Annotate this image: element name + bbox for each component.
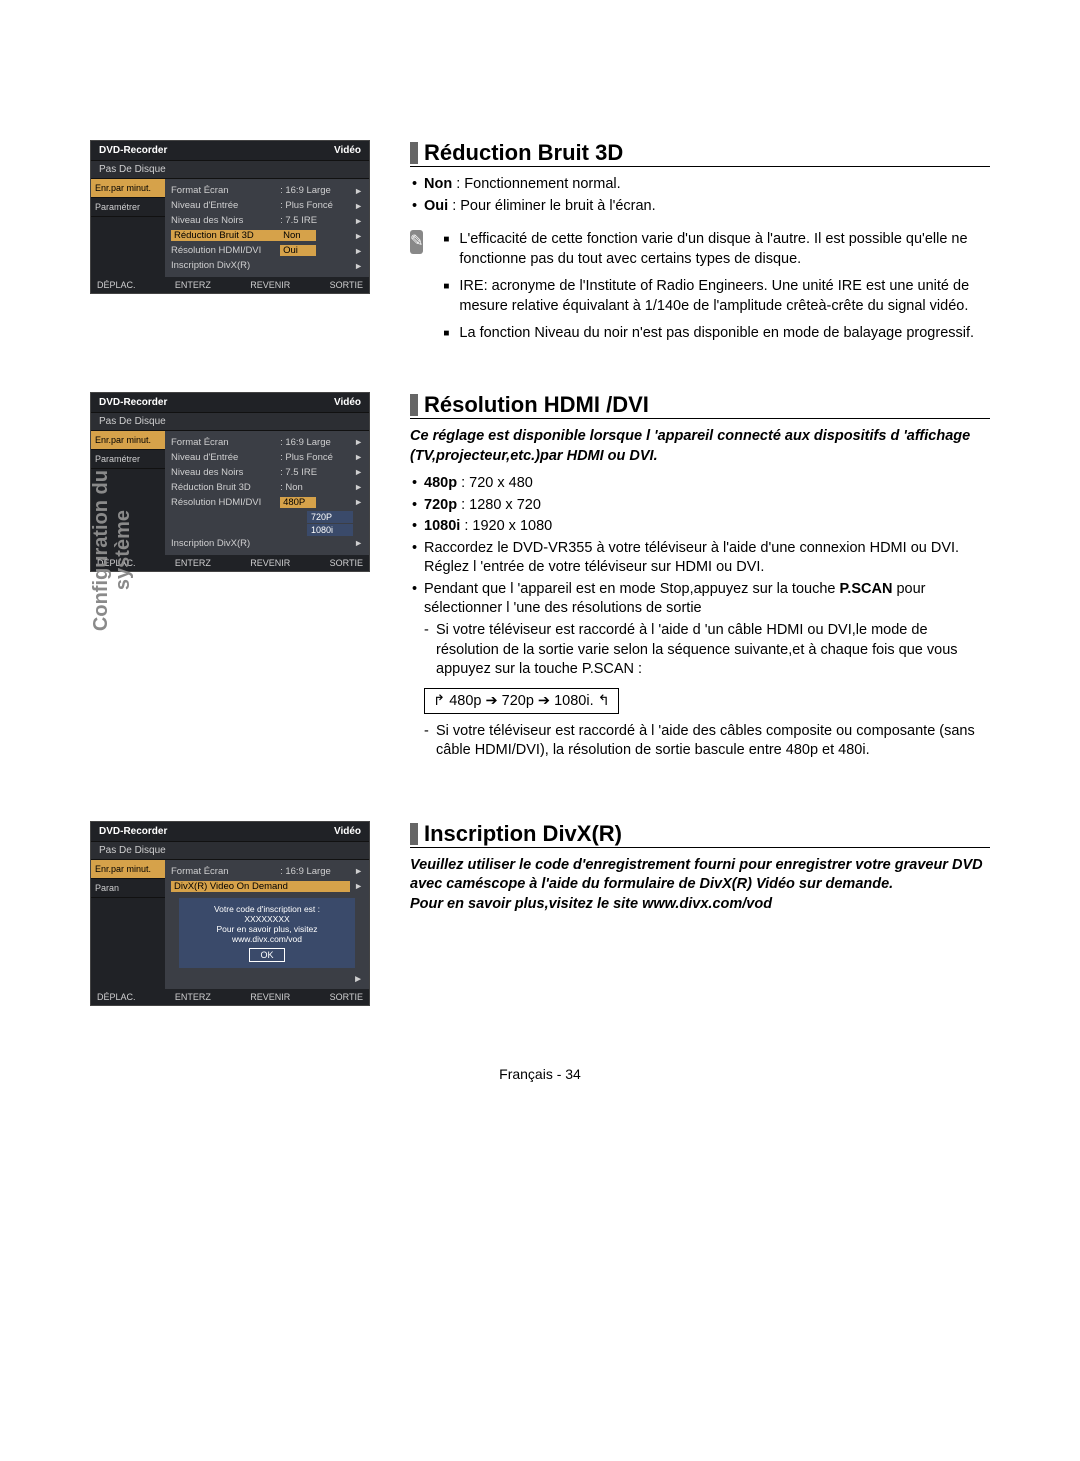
osd-subtitle: Pas De Disque <box>91 841 369 860</box>
osd-side-item: Paramétrer <box>91 198 165 217</box>
page-footer: Français - 34 <box>90 1066 990 1082</box>
section-heading: Inscription DivX(R) <box>410 821 990 848</box>
osd-title: DVD-Recorder <box>99 826 167 837</box>
bullet-item: Non : Fonctionnement normal. <box>424 175 990 195</box>
osd-category: Vidéo <box>334 397 361 408</box>
page: Configuration dusystème DVD-Recorder Vidé… <box>0 0 1080 1142</box>
section-heading: Réduction Bruit 3D <box>410 140 990 167</box>
osd-foot-item: DÉPLAC. <box>97 280 136 290</box>
osd-subtitle: Pas De Disque <box>91 412 369 431</box>
osd-subtitle: Pas De Disque <box>91 160 369 179</box>
osd-main: Format Écran: 16:9 Large►Niveau d'Entrée… <box>165 179 369 277</box>
section-reduction-bruit: DVD-Recorder Vidéo Pas De Disque Enr.par … <box>90 140 990 352</box>
heading-text: Résolution HDMI /DVI <box>424 392 649 418</box>
osd-foot-item: ENTERZ <box>175 280 211 290</box>
bullet-item: 720p : 1280 x 720 <box>424 496 990 516</box>
osd-side-item: Paran <box>91 879 165 898</box>
osd-screenshot-3: DVD-Recorder Vidéo Pas De Disque Enr.par … <box>90 821 370 1006</box>
note-item: IRE: acronyme de l'Institute of Radio En… <box>459 277 990 316</box>
osd-foot-item: DÉPLAC. <box>97 992 136 1002</box>
section-heading: Résolution HDMI /DVI <box>410 392 990 419</box>
osd-foot-item: REVENIR <box>250 280 290 290</box>
sequence-box: ↱ 480p ➔ 720p ➔ 1080i. ↰ <box>424 688 619 714</box>
section-text: Veuillez utiliser le code d'enregistreme… <box>410 856 990 895</box>
osd-category: Vidéo <box>334 145 361 156</box>
osd-foot-item: SORTIE <box>330 280 363 290</box>
heading-text: Inscription DivX(R) <box>424 821 622 847</box>
bullet-item: Oui : Pour éliminer le bruit à l'écran. <box>424 197 990 217</box>
osd-foot-item: SORTIE <box>330 992 363 1002</box>
osd-footer: DÉPLAC. ENTERZ REVENIR SORTIE <box>91 989 369 1005</box>
osd-foot-item: REVENIR <box>250 992 290 1002</box>
osd-side-item: Enr.par minut. <box>91 431 165 450</box>
osd-side-item: Enr.par minut. <box>91 860 165 879</box>
dash-item: Si votre téléviseur est raccordé à l 'ai… <box>410 722 990 761</box>
osd-sidebar: Enr.par minut. Paran <box>91 860 165 989</box>
note-item: L'efficacité de cette fonction varie d'u… <box>459 230 990 269</box>
osd-sidebar: Enr.par minut. Paramétrer <box>91 179 165 277</box>
osd-title: DVD-Recorder <box>99 397 167 408</box>
note-item: La fonction Niveau du noir n'est pas dis… <box>459 324 990 344</box>
bullet-item: 1080i : 1920 x 1080 <box>424 517 990 537</box>
osd-foot-item: REVENIR <box>250 558 290 568</box>
section-inscription-divx: DVD-Recorder Vidéo Pas De Disque Enr.par … <box>90 821 990 1006</box>
osd-main: Format Écran: 16:9 Large►Niveau d'Entrée… <box>165 431 369 555</box>
section-resolution-hdmi: DVD-Recorder Vidéo Pas De Disque Enr.par … <box>90 392 990 761</box>
osd-foot-item: SORTIE <box>330 558 363 568</box>
section-intro: Ce réglage est disponible lorsque l 'app… <box>410 427 990 466</box>
bullet-item: Raccordez le DVD-VR355 à votre téléviseu… <box>424 539 990 578</box>
bullet-item: Pendant que l 'appareil est en mode Stop… <box>424 580 990 619</box>
ok-button[interactable]: OK <box>249 948 284 962</box>
heading-text: Réduction Bruit 3D <box>424 140 623 166</box>
section-text: Pour en savoir plus,visitez le site www.… <box>410 895 990 915</box>
osd-side-item: Enr.par minut. <box>91 179 165 198</box>
note-icon: ✎ <box>410 230 423 254</box>
bullet-item: 480p : 720 x 480 <box>424 474 990 494</box>
osd-popup: Votre code d'inscription est : XXXXXXXX … <box>179 898 355 968</box>
vertical-tab-label: Configuration dusystème <box>90 470 134 631</box>
osd-foot-item: ENTERZ <box>175 992 211 1002</box>
note-box: ✎ L'efficacité de cette fonction varie d… <box>410 230 990 352</box>
osd-foot-item: ENTERZ <box>175 558 211 568</box>
osd-title: DVD-Recorder <box>99 145 167 156</box>
dash-item: Si votre téléviseur est raccordé à l 'ai… <box>410 621 990 680</box>
osd-side-item: Paramétrer <box>91 450 165 469</box>
osd-main: Format Écran: 16:9 Large► DivX(R) Video … <box>165 860 369 989</box>
osd-footer: DÉPLAC. ENTERZ REVENIR SORTIE <box>91 277 369 293</box>
osd-screenshot-1: DVD-Recorder Vidéo Pas De Disque Enr.par … <box>90 140 370 352</box>
osd-category: Vidéo <box>334 826 361 837</box>
